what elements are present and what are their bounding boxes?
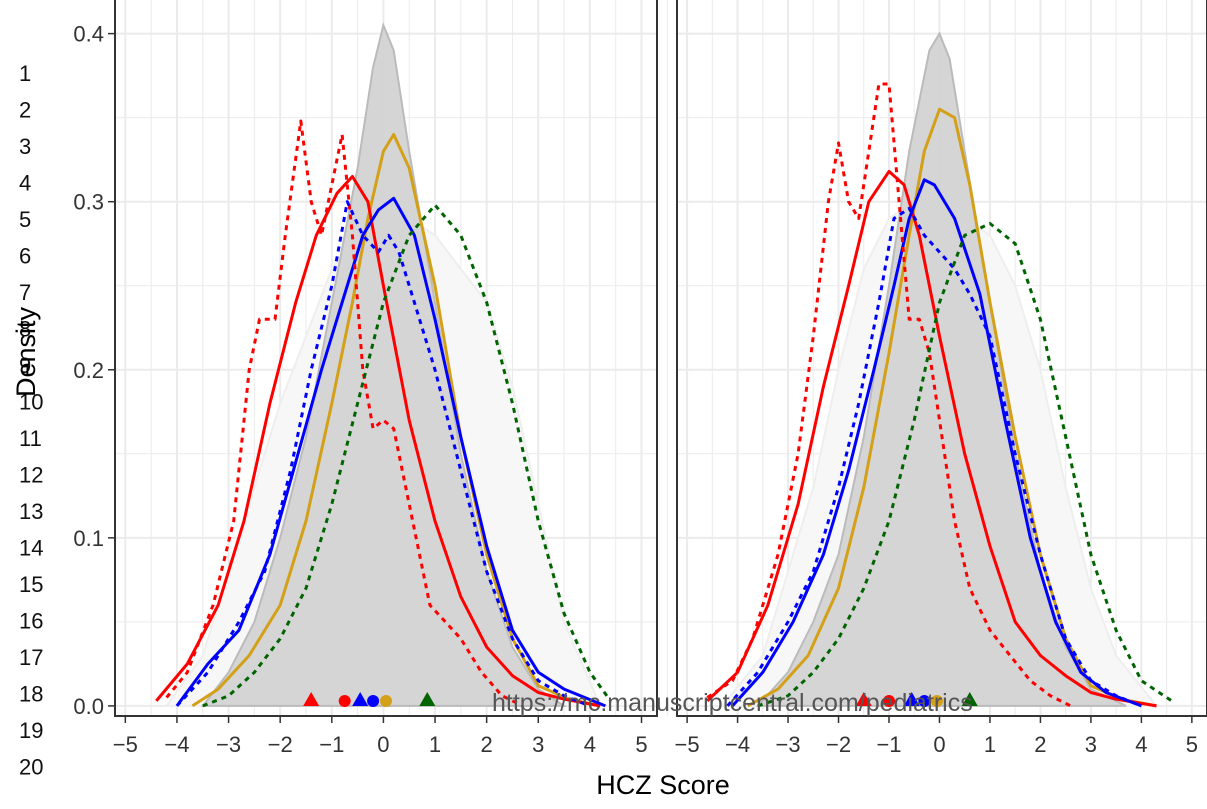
line-number: 6 (19, 244, 31, 269)
mean-marker-triangle (903, 692, 920, 706)
x-tick-label: 5 (635, 732, 647, 757)
line-number: 19 (19, 718, 43, 743)
x-tick-label: 2 (1034, 732, 1046, 757)
line-number: 14 (19, 536, 43, 561)
x-tick-label: 0 (933, 732, 945, 757)
y-tick-label: 0.1 (73, 526, 104, 551)
line-number: 17 (19, 645, 43, 670)
x-tick-label: −4 (725, 732, 750, 757)
median-marker-circle (883, 695, 895, 707)
y-tick-label: 0.0 (73, 694, 104, 719)
line-number: 12 (19, 463, 43, 488)
line-number: 9 (19, 353, 31, 378)
x-tick-label: 2 (481, 732, 493, 757)
line-number: 18 (19, 682, 43, 707)
line-number: 8 (19, 317, 31, 342)
line-number: 2 (19, 98, 31, 123)
line-number: 13 (19, 499, 43, 524)
mean-marker-triangle (303, 692, 320, 706)
density-line-dotted (726, 206, 1142, 708)
panel-border (676, 0, 1207, 717)
line-number: 1 (19, 61, 31, 86)
x-tick-label: −1 (319, 732, 344, 757)
y-axis-title: Density (11, 306, 41, 397)
line-number: 16 (19, 609, 43, 634)
line-number: 5 (19, 207, 31, 232)
x-tick-label: 4 (1135, 732, 1147, 757)
mean-marker-triangle (352, 692, 369, 706)
density-line-dotted (202, 203, 612, 708)
density-line-solid (706, 169, 1157, 708)
median-marker-circle (338, 695, 351, 707)
median-marker-circle (918, 695, 931, 707)
line-number: 20 (19, 755, 43, 780)
x-tick-label: 3 (1085, 732, 1097, 757)
y-tick-label: 0.2 (73, 358, 104, 383)
x-tick-label: −2 (826, 732, 851, 757)
x-tick-label: 3 (532, 732, 544, 757)
density-line-dotted (706, 82, 1072, 708)
x-tick-label: −5 (113, 732, 138, 757)
density-line-dotted (757, 222, 1173, 708)
chart-panels: −5 −4 −3 −2 −1 0 1 2 3 4 50.00.10.20.30.4−5 −4 −3 −2−… (73, 0, 1207, 757)
median-marker-circle (380, 695, 392, 707)
y-tick-label: 0.4 (73, 22, 104, 47)
x-axis-title: HCZ Score (596, 770, 730, 800)
panel-2: −5 −4 −3 −2 −1 0 1 2 3 4 5 (675, 0, 1207, 757)
x-tick-label: −5 (675, 732, 700, 757)
line-number: 7 (19, 280, 31, 305)
median-marker-circle (930, 695, 943, 707)
median-marker-circle (367, 695, 380, 707)
mean-marker-triangle (961, 692, 978, 706)
density-line-dotted (175, 200, 591, 708)
x-tick-label: −2 (268, 732, 293, 757)
x-tick-label: 4 (584, 732, 596, 757)
line-number: 15 (19, 572, 43, 597)
watermark-url: https://mc.manuscriptcentral.com/pediatr… (492, 689, 973, 717)
line-number: 10 (19, 390, 43, 415)
x-tick-label: 0 (377, 732, 389, 757)
density-line-dotted (165, 119, 524, 708)
x-tick-label: −1 (876, 732, 901, 757)
y-tick-label: 0.3 (73, 190, 104, 215)
mean-marker-triangle (855, 692, 872, 706)
density-line-solid (155, 175, 601, 708)
line-number: 3 (19, 134, 31, 159)
panel-1: −5 −4 −3 −2 −1 0 1 2 3 4 5 0.0 0.1 0.2 0.3 0.4 (73, 0, 668, 757)
mean-marker-triangle (419, 692, 436, 706)
x-tick-label: 1 (984, 732, 996, 757)
x-tick-label: −4 (164, 732, 189, 757)
density-line-solid (731, 178, 1142, 708)
x-tick-label: −3 (216, 732, 241, 757)
panel-border (114, 0, 658, 717)
line-number: 4 (19, 171, 31, 196)
density-line-solid (175, 196, 606, 708)
x-tick-label: −3 (776, 732, 801, 757)
density-area (200, 21, 568, 707)
x-tick-label: 1 (429, 732, 441, 757)
line-number: 11 (19, 426, 42, 451)
x-tick-label: 5 (1186, 732, 1198, 757)
